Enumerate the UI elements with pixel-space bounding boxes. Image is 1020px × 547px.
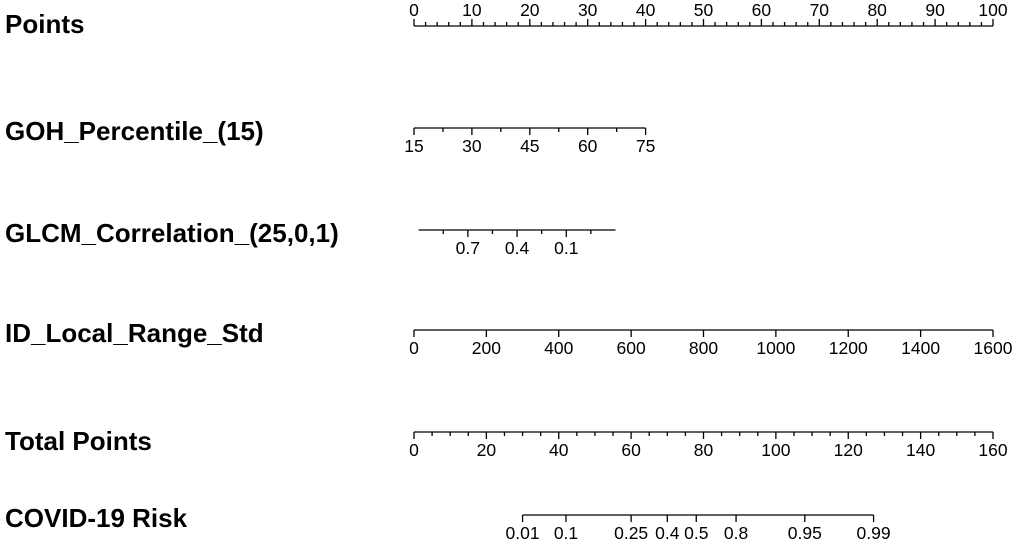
tick-label: 120 [834,440,863,460]
row-label-id-local-range-std: ID_Local_Range_Std [5,318,264,348]
tick-label: 1200 [829,338,868,358]
tick-label: 400 [544,338,573,358]
row-label-points: Points [5,9,84,39]
row-label-glcm-correlation-25-0-1: GLCM_Correlation_(25,0,1) [5,218,339,248]
tick-label: 0.99 [857,523,891,543]
tick-label: 45 [520,136,539,156]
tick-label: 100 [761,440,790,460]
tick-label: 0.4 [505,238,530,258]
tick-label: 0.5 [684,523,708,543]
tick-label: 0.25 [614,523,648,543]
tick-label: 0.95 [788,523,822,543]
tick-label: 1600 [974,338,1013,358]
tick-label: 60 [621,440,641,460]
tick-label: 75 [636,136,655,156]
tick-label: 800 [689,338,718,358]
tick-label: 0 [409,440,419,460]
tick-label: 600 [617,338,646,358]
tick-label: 60 [752,0,772,20]
tick-label: 40 [549,440,569,460]
tick-label: 80 [867,0,887,20]
tick-label: 200 [472,338,501,358]
tick-label: 60 [578,136,598,156]
tick-label: 0.4 [655,523,680,543]
tick-label: 70 [810,0,830,20]
tick-label: 0.01 [506,523,540,543]
tick-label: 100 [978,0,1007,20]
tick-label: 10 [462,0,482,20]
tick-label: 0.1 [554,238,578,258]
tick-label: 0 [409,0,419,20]
tick-label: 90 [925,0,945,20]
row-label-goh-percentile-15: GOH_Percentile_(15) [5,116,264,146]
tick-label: 1000 [756,338,795,358]
tick-label: 0.8 [724,523,748,543]
tick-label: 20 [520,0,540,20]
row-label-covid-19-risk: COVID-19 Risk [5,503,188,533]
tick-label: 30 [578,0,598,20]
tick-label: 30 [462,136,482,156]
tick-label: 80 [694,440,714,460]
tick-label: 160 [978,440,1007,460]
tick-label: 20 [477,440,497,460]
tick-label: 0 [409,338,419,358]
tick-label: 0.7 [456,238,480,258]
row-label-total-points: Total Points [5,426,152,456]
tick-label: 1400 [901,338,940,358]
tick-label: 140 [906,440,935,460]
tick-label: 50 [694,0,714,20]
tick-label: 0.1 [554,523,578,543]
tick-label: 15 [404,136,423,156]
tick-label: 40 [636,0,656,20]
